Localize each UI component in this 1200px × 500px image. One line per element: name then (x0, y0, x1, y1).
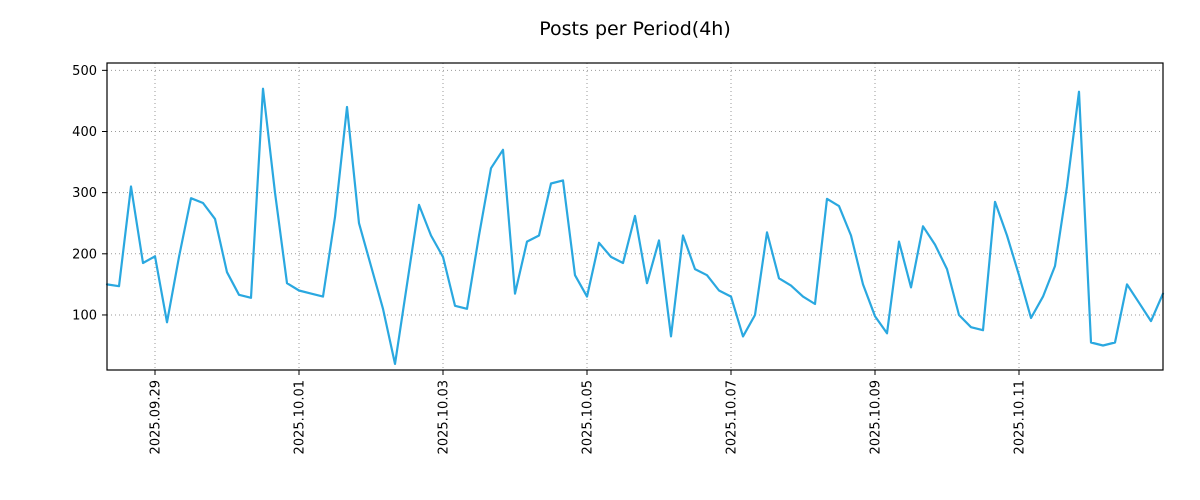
y-tick-label: 400 (72, 125, 97, 140)
x-tick-label: 2025.10.03 (437, 380, 452, 454)
series-line (105, 87, 1165, 365)
y-tick-label: 100 (72, 308, 97, 323)
y-tick-label: 300 (72, 186, 97, 201)
plot-border (106, 62, 1164, 371)
x-tick-label: 2025.09.29 (149, 380, 164, 454)
y-tick-label: 200 (72, 247, 97, 262)
y-tick-label: 500 (72, 64, 97, 79)
x-tick-label: 2025.10.07 (725, 380, 740, 454)
chart-title: Posts per Period(4h) (539, 18, 731, 40)
x-tick-label: 2025.10.01 (293, 380, 308, 454)
x-tick-label: 2025.10.11 (1013, 380, 1028, 454)
x-tick-label: 2025.10.05 (581, 380, 596, 454)
x-tick-label: 2025.10.09 (869, 380, 884, 454)
